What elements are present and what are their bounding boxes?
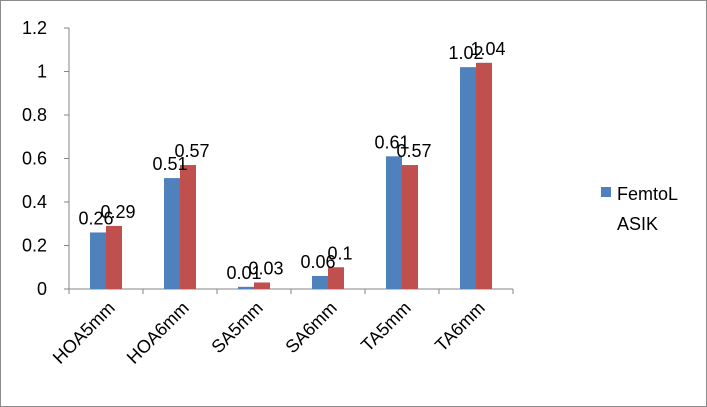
data-label: 0.57 — [396, 141, 431, 161]
bar — [402, 165, 418, 289]
data-label: 0.61 — [374, 132, 409, 152]
legend: FemtoLASIK — [601, 179, 701, 239]
x-tick-label: TA6mm — [431, 298, 489, 356]
legend-label: FemtoLASIK — [617, 184, 679, 234]
bar — [460, 67, 476, 290]
bar — [180, 165, 196, 289]
data-label: 0.51 — [152, 154, 187, 174]
bar — [164, 178, 180, 289]
x-tick-label: HOA6mm — [123, 298, 193, 368]
legend-item: FemtoLASIK — [601, 179, 701, 239]
data-label: 0.03 — [248, 258, 283, 278]
data-label: 1.02 — [448, 43, 483, 63]
data-label: 0.29 — [100, 202, 135, 222]
y-tick-label: 1 — [37, 62, 47, 82]
y-tick-label: 0.6 — [22, 149, 47, 169]
data-label: 1.04 — [470, 39, 505, 59]
y-tick-label: 0 — [37, 279, 47, 299]
data-labels: 0.260.290.510.570.010.03 0.060.10.610.571… — [78, 39, 505, 283]
data-label: 0.26 — [78, 208, 113, 228]
bar — [254, 282, 270, 289]
bar — [106, 225, 122, 289]
y-axis-ticks: 0 0.2 0.4 0.6 0.8 1 1.2 — [22, 18, 69, 299]
bar — [90, 232, 106, 289]
data-label: 0.57 — [174, 141, 209, 161]
data-label: 0.01 — [226, 263, 261, 283]
data-label: 0.06 — [300, 252, 335, 272]
x-tick-label: SA5mm — [207, 298, 266, 357]
bar — [476, 62, 492, 289]
axes — [68, 28, 514, 294]
x-tick-label: TA5mm — [357, 298, 415, 356]
bars — [90, 62, 492, 290]
x-tick-label: SA6mm — [281, 298, 340, 357]
legend-swatch — [601, 187, 611, 197]
bar — [328, 267, 344, 289]
y-tick-label: 0.8 — [22, 105, 47, 125]
y-tick-label: 0.2 — [22, 236, 47, 256]
bar — [312, 275, 328, 289]
y-tick-label: 0.4 — [22, 192, 47, 212]
bar — [386, 156, 402, 289]
x-axis-labels: HOA5mm HOA6mm SA5mm SA6mm TA5mm TA6mm — [49, 298, 489, 368]
x-tick-label: HOA5mm — [49, 298, 119, 368]
data-label: 0.1 — [327, 243, 352, 263]
bar — [238, 286, 254, 289]
y-tick-label: 1.2 — [22, 18, 47, 38]
